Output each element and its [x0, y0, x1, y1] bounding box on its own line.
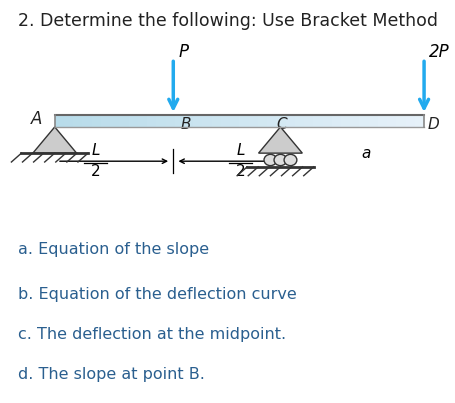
Text: 2. Determine the following: Use Bracket Method: 2. Determine the following: Use Bracket …	[18, 12, 437, 30]
Bar	[156, 115, 165, 127]
Bar	[211, 115, 220, 127]
Text: L: L	[91, 143, 100, 158]
Text: 2: 2	[91, 164, 101, 179]
Bar	[64, 115, 73, 127]
Bar	[386, 115, 395, 127]
Text: A: A	[31, 110, 42, 128]
Bar	[414, 115, 423, 127]
Bar	[183, 115, 193, 127]
Text: L: L	[236, 143, 244, 158]
Bar	[82, 115, 91, 127]
Circle shape	[273, 154, 286, 166]
Bar	[322, 115, 331, 127]
Bar	[377, 115, 386, 127]
Circle shape	[263, 154, 276, 166]
Bar	[110, 115, 119, 127]
Polygon shape	[33, 127, 76, 153]
Text: 2: 2	[235, 164, 245, 179]
Bar	[239, 115, 248, 127]
Text: B: B	[180, 117, 190, 132]
Bar	[359, 115, 368, 127]
Bar	[91, 115, 101, 127]
Bar	[55, 115, 64, 127]
Text: b. Equation of the deflection curve: b. Equation of the deflection curve	[18, 287, 296, 302]
Bar	[230, 115, 239, 127]
Bar	[137, 115, 147, 127]
Text: P: P	[178, 44, 188, 61]
Bar	[202, 115, 211, 127]
Bar	[258, 115, 267, 127]
Bar	[193, 115, 202, 127]
Bar	[101, 115, 110, 127]
Bar	[340, 115, 349, 127]
Text: C: C	[275, 117, 286, 132]
Bar	[285, 115, 294, 127]
Polygon shape	[258, 127, 302, 153]
Text: c. The deflection at the midpoint.: c. The deflection at the midpoint.	[18, 327, 286, 342]
Text: 2P: 2P	[428, 44, 448, 61]
Bar	[165, 115, 174, 127]
Bar	[276, 115, 285, 127]
Bar	[368, 115, 377, 127]
Text: D: D	[427, 117, 439, 132]
Bar	[147, 115, 156, 127]
Bar	[349, 115, 359, 127]
Bar	[119, 115, 128, 127]
Text: d. The slope at point B.: d. The slope at point B.	[18, 367, 205, 382]
Bar	[73, 115, 82, 127]
Bar	[248, 115, 258, 127]
Bar	[313, 115, 322, 127]
Bar	[174, 115, 184, 127]
Text: a: a	[360, 145, 370, 161]
Bar	[294, 115, 303, 127]
Bar	[405, 115, 414, 127]
Bar	[303, 115, 313, 127]
Text: a. Equation of the slope: a. Equation of the slope	[18, 242, 209, 258]
Bar	[267, 115, 276, 127]
Bar	[221, 115, 230, 127]
Bar	[128, 115, 137, 127]
Circle shape	[283, 154, 296, 166]
Bar	[395, 115, 405, 127]
Bar	[331, 115, 340, 127]
